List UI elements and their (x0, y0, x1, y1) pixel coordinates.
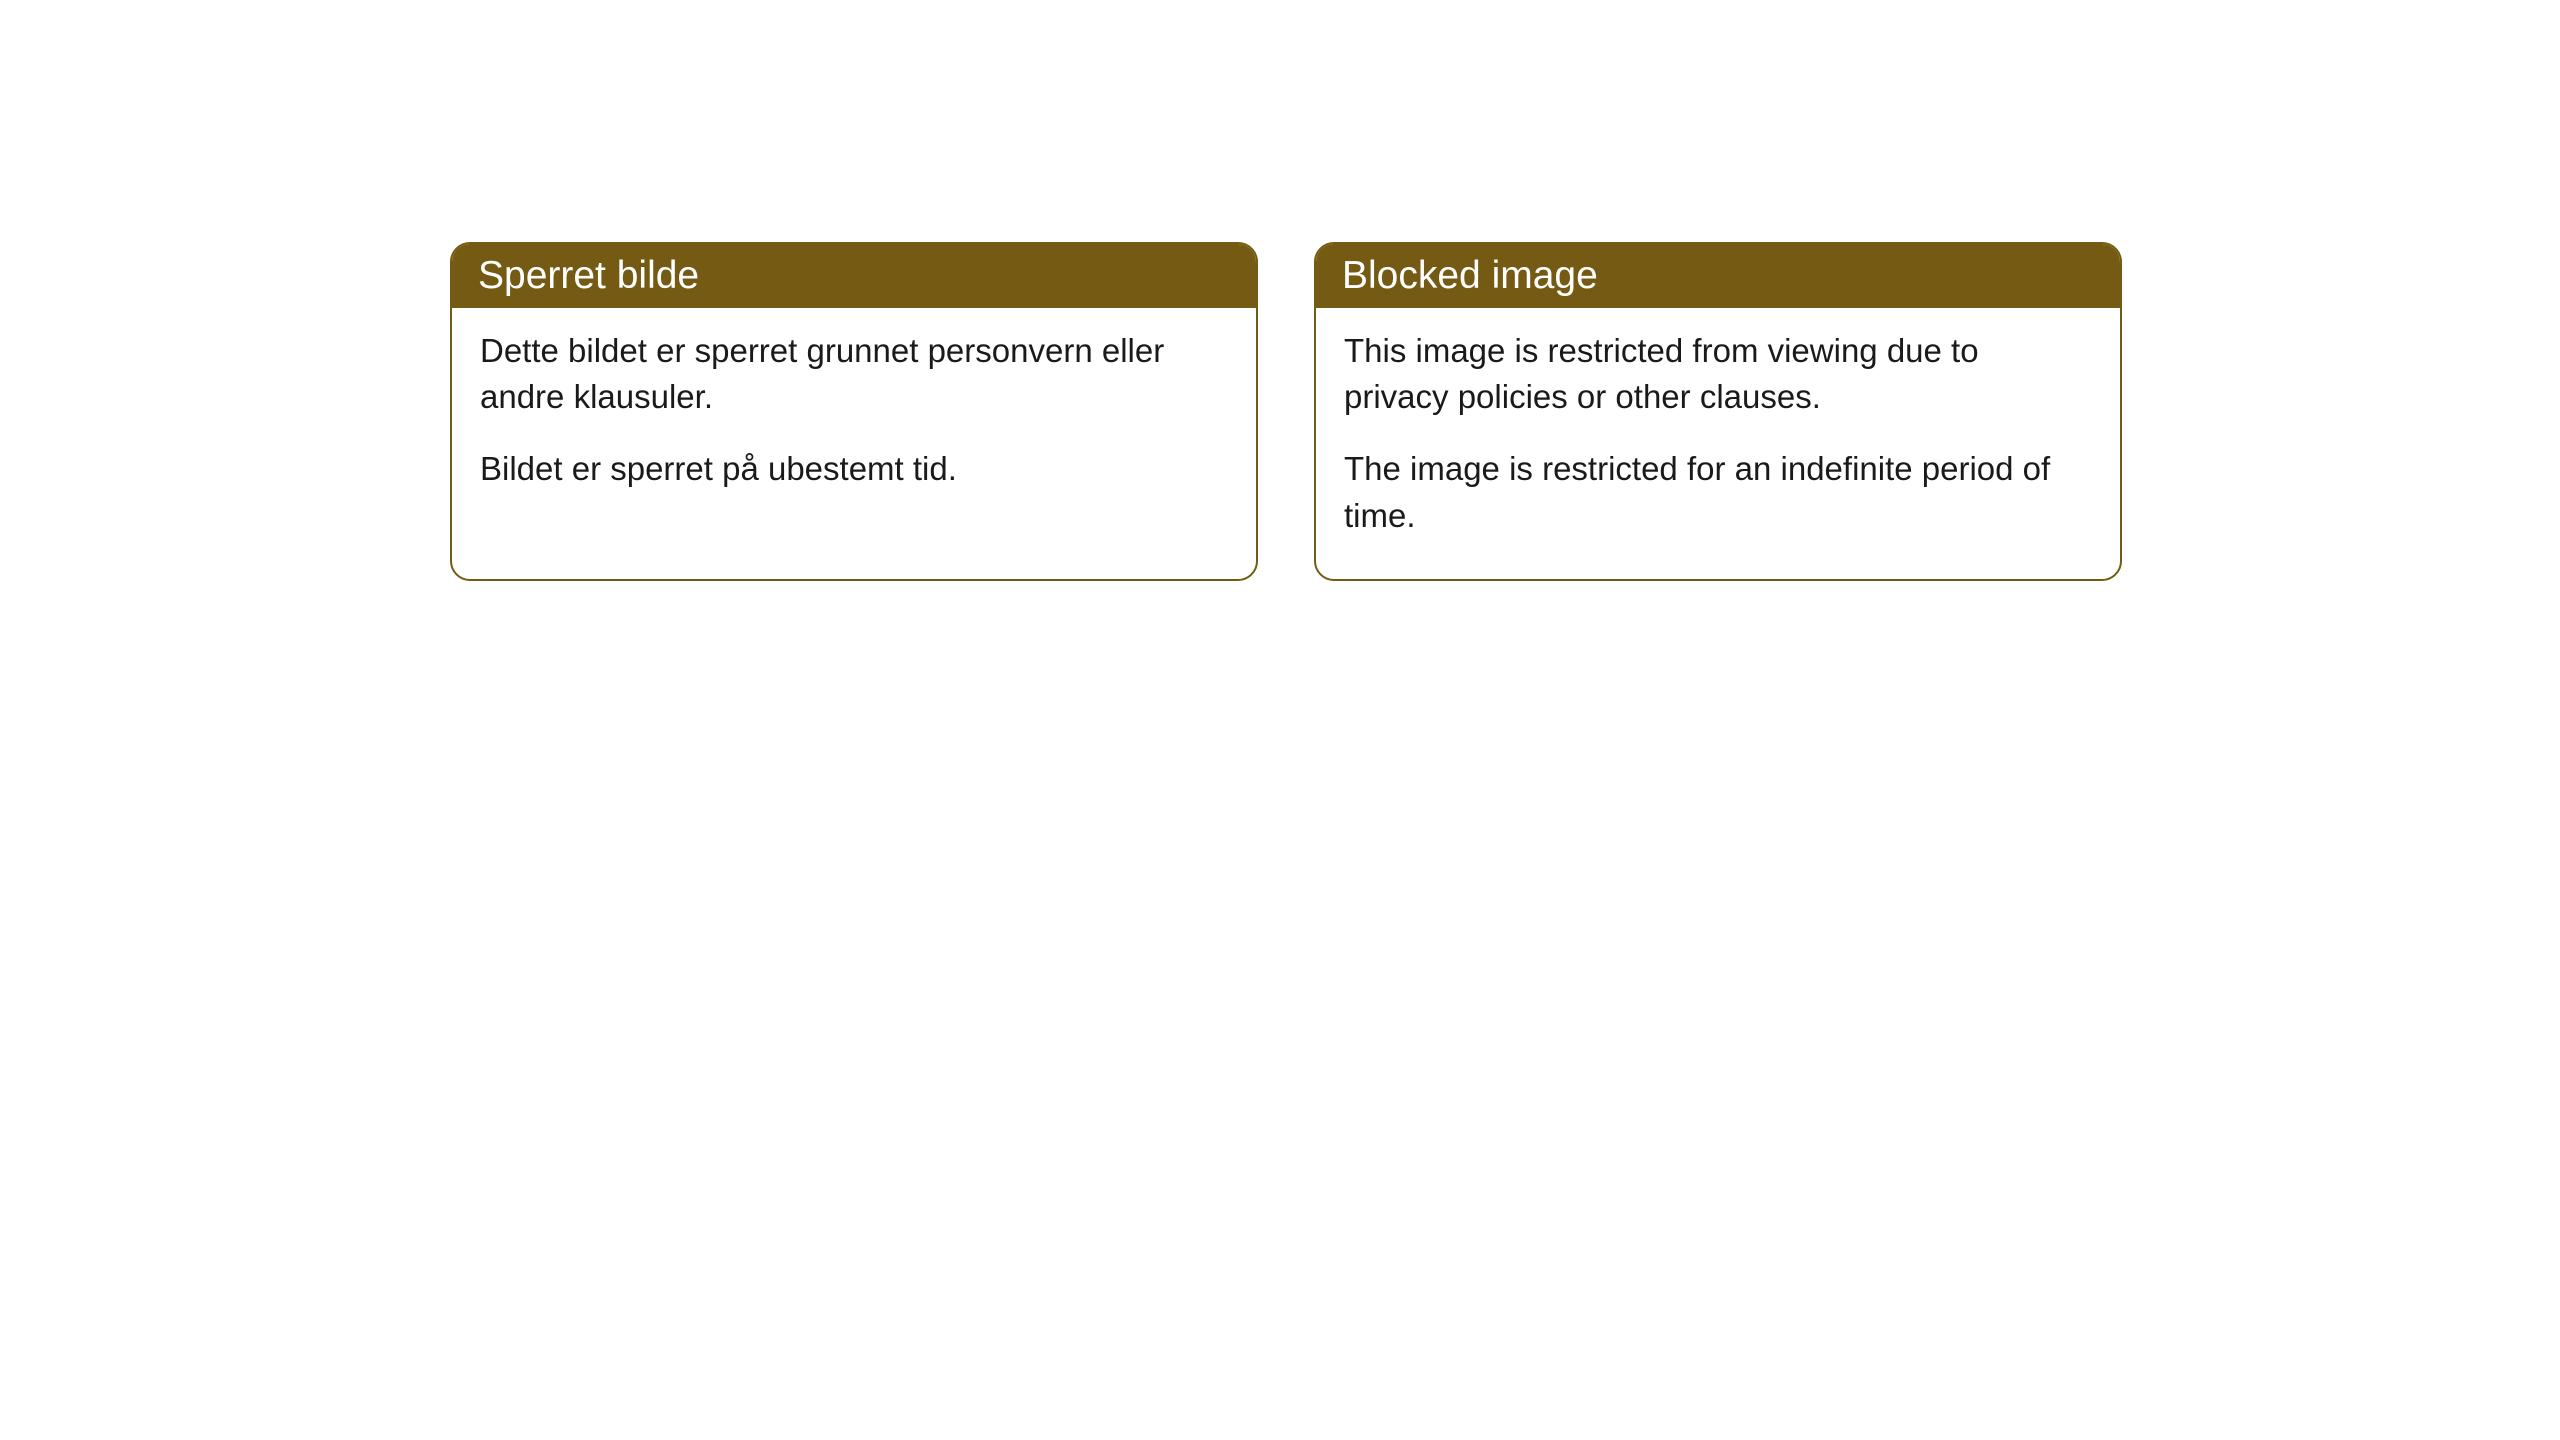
card-paragraph: Dette bildet er sperret grunnet personve… (480, 328, 1228, 420)
card-header: Blocked image (1316, 244, 2120, 308)
card-body: Dette bildet er sperret grunnet personve… (452, 308, 1256, 533)
notice-card-norwegian: Sperret bilde Dette bildet er sperret gr… (450, 242, 1258, 581)
card-title: Sperret bilde (478, 254, 699, 297)
notice-card-english: Blocked image This image is restricted f… (1314, 242, 2122, 581)
card-paragraph: The image is restricted for an indefinit… (1344, 446, 2092, 538)
card-body: This image is restricted from viewing du… (1316, 308, 2120, 579)
card-paragraph: Bildet er sperret på ubestemt tid. (480, 446, 1228, 492)
notice-container: Sperret bilde Dette bildet er sperret gr… (450, 242, 2122, 581)
card-title: Blocked image (1342, 254, 1598, 297)
card-header: Sperret bilde (452, 244, 1256, 308)
card-paragraph: This image is restricted from viewing du… (1344, 328, 2092, 420)
